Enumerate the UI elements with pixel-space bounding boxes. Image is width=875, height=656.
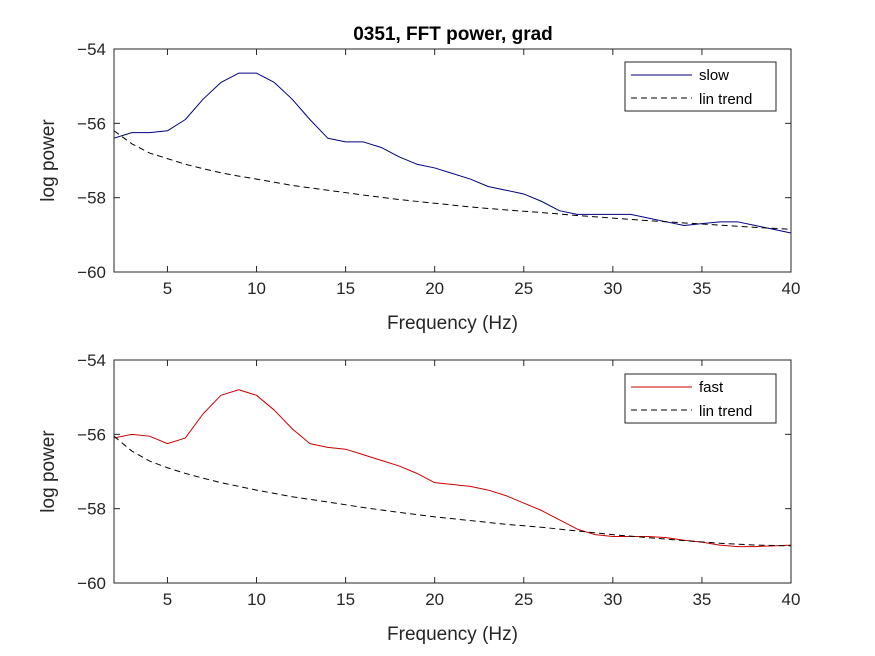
- bottom-x-tick-label: 20: [425, 590, 444, 609]
- top-y-tick-label: −58: [77, 189, 106, 208]
- top-series-line-slow: [113, 72, 792, 234]
- bottom-x-tick-label: 30: [603, 590, 622, 609]
- bottom-x-tick-label: 5: [163, 590, 172, 609]
- top-plot-frame: [113, 48, 792, 273]
- bottom-legend: fast lin trend: [624, 373, 777, 424]
- bottom-x-tick-label: 35: [692, 590, 711, 609]
- bottom-x-axis-label: Frequency (Hz): [387, 624, 518, 645]
- top-x-tick-label: 5: [163, 279, 172, 298]
- top-plot: 5 10 15 20 25 30 35 40 −60 −58 −56 −54 Frequency (H…: [38, 40, 800, 334]
- top-legend-box: [624, 61, 777, 112]
- bottom-y-axis-label: log power: [38, 430, 59, 513]
- top-x-tick-label: 10: [247, 279, 266, 298]
- top-x-tick-label: 20: [425, 279, 444, 298]
- top-x-tick-label: 25: [514, 279, 533, 298]
- top-series-line-lin-trend: [113, 130, 792, 230]
- bottom-plot-frame: [113, 359, 792, 584]
- top-x-tick-label: 15: [336, 279, 355, 298]
- top-y-tick-label: −54: [77, 40, 106, 59]
- bottom-y-tick-label: −56: [77, 425, 106, 444]
- top-y-tick-label: −60: [77, 263, 106, 282]
- bottom-x-tick-label: 40: [782, 590, 801, 609]
- bottom-x-tick-label: 15: [336, 590, 355, 609]
- bottom-legend-label-trend: lin trend: [699, 403, 752, 420]
- top-x-tick-label: 35: [692, 279, 711, 298]
- top-y-axis-label: log power: [38, 119, 59, 202]
- top-x-tick-label: 40: [782, 279, 801, 298]
- top-legend: slow lin trend: [624, 61, 777, 112]
- bottom-x-tick-label: 10: [247, 590, 266, 609]
- top-x-tick-label: 30: [603, 279, 622, 298]
- bottom-y-tick-label: −60: [77, 574, 106, 593]
- bottom-y-tick-label: −54: [77, 351, 106, 370]
- bottom-y-tick-label: −58: [77, 500, 106, 519]
- top-x-axis-label: Frequency (Hz): [387, 313, 518, 334]
- bottom-series-line-lin-trend: [113, 435, 792, 547]
- bottom-series-line-fast: [113, 389, 792, 548]
- bottom-legend-box: [624, 373, 777, 424]
- top-legend-label-trend: lin trend: [699, 91, 752, 108]
- bottom-plot: 5 10 15 20 25 30 35 40 −60 −58 −56 −54 Frequency (H…: [38, 351, 800, 645]
- top-legend-label-slow: slow: [699, 67, 729, 84]
- bottom-x-tick-label: 25: [514, 590, 533, 609]
- bottom-legend-label-fast: fast: [699, 379, 724, 396]
- top-y-tick-label: −56: [77, 114, 106, 133]
- figure-title: 0351, FFT power, grad: [353, 24, 553, 45]
